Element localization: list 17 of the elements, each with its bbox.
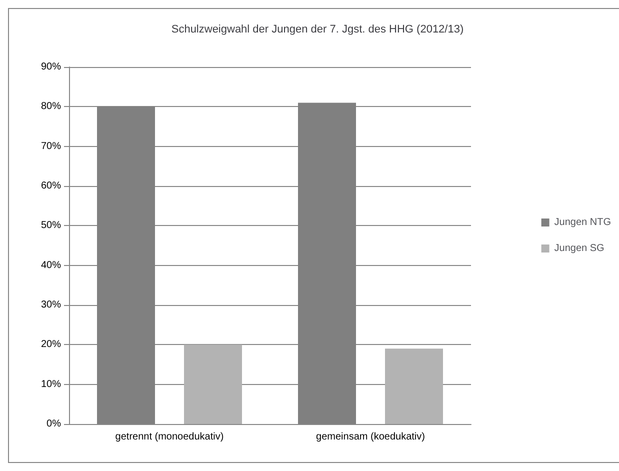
- bar: [385, 348, 443, 424]
- y-tick-label: 40%: [40, 260, 62, 271]
- y-tick-label: 50%: [40, 220, 62, 232]
- x-tick-label: gemeinsam (koedukativ): [316, 432, 425, 442]
- y-tick-label: 20%: [40, 339, 62, 350]
- legend-label: Jungen NTG: [554, 217, 612, 228]
- y-tick-label: 70%: [40, 140, 62, 152]
- y-tick-label: 90%: [40, 62, 62, 72]
- y-tick-label: 60%: [40, 180, 62, 192]
- x-tick-label: getrennt (monoedukativ): [115, 432, 224, 442]
- chart-title: Schulzweigwahl der Jungen der 7. Jgst. des HHG (2012/13): [171, 24, 464, 36]
- y-tick-label: 10%: [40, 378, 62, 390]
- y-tick-label: 0%: [46, 418, 62, 430]
- legend-label: Jungen SG: [554, 243, 605, 254]
- bar: [184, 344, 242, 424]
- y-tick-label: 80%: [40, 101, 62, 112]
- y-tick-label: 30%: [40, 300, 62, 310]
